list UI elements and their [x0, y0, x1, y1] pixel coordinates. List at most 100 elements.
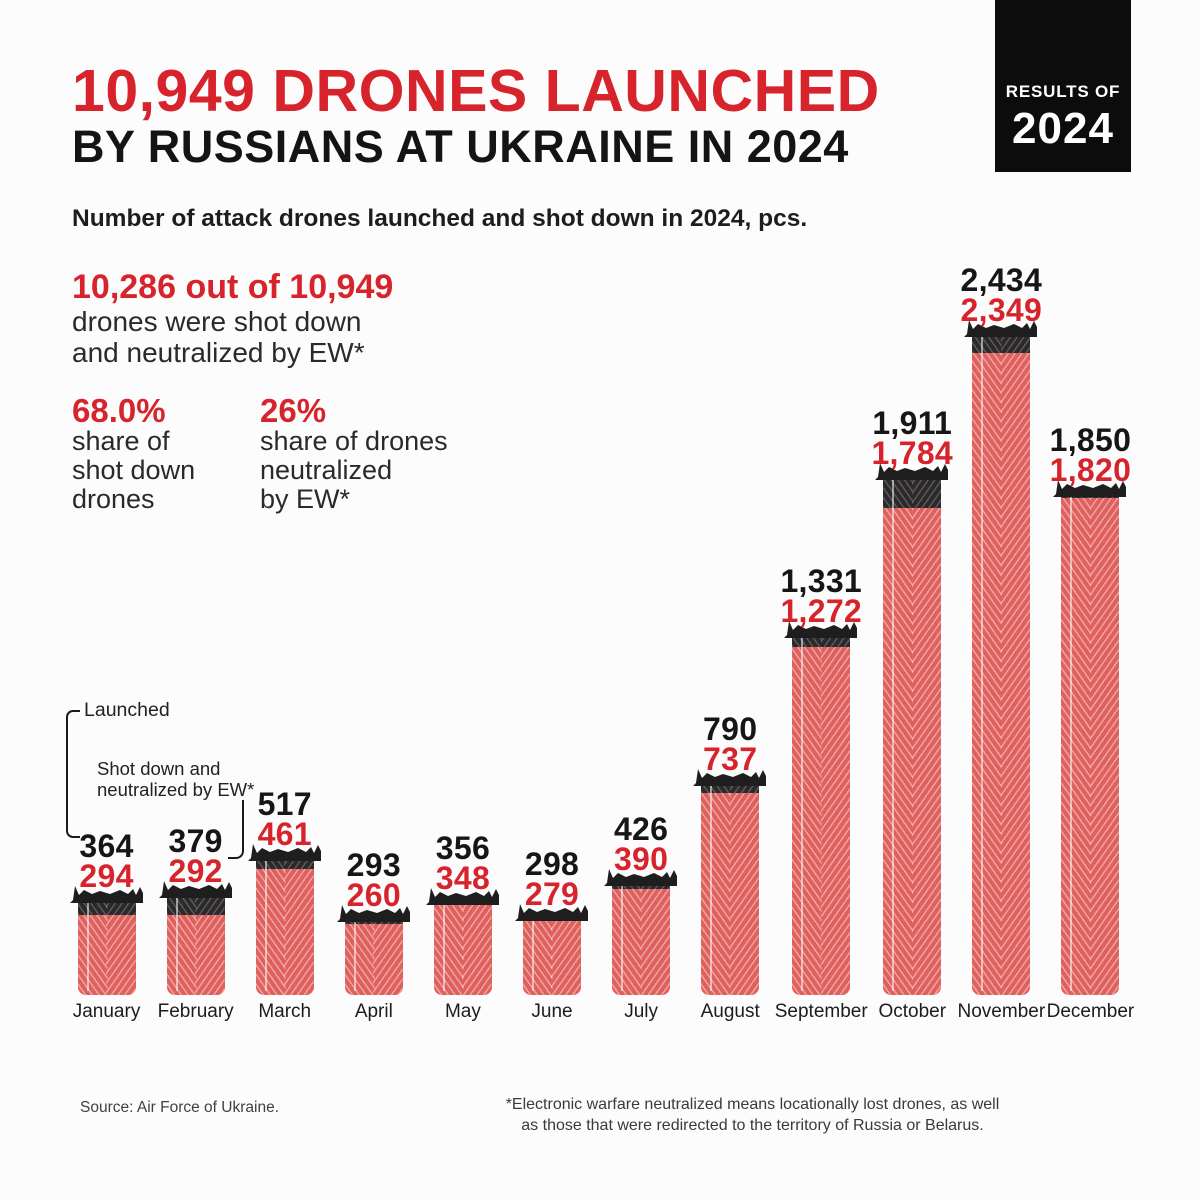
bar-cap-scribble-icon: [784, 621, 858, 638]
month-label: March: [258, 1001, 312, 1022]
results-badge-year: 2024: [1012, 104, 1114, 153]
bar-december: [1053, 480, 1127, 995]
value-shot-down: 294: [79, 858, 134, 894]
chart-subtitle: Number of attack drones launched and sho…: [72, 205, 808, 232]
footnote: *Electronic warfare neutralized means lo…: [450, 1094, 1055, 1136]
month-label: November: [957, 1001, 1046, 1022]
value-launched: 2,434: [960, 262, 1043, 298]
value-launched: 1,850: [1049, 422, 1132, 458]
bar-value-labels: 1,331 1,272: [780, 563, 863, 629]
value-launched: 1,331: [780, 563, 863, 599]
legend-shot-down-line1: Shot down and: [97, 758, 221, 779]
bar-group-september: 1,331 1,272 September: [775, 250, 868, 1029]
legend-shot-down-label: Shot down and neutralized by EW*: [97, 758, 255, 800]
bar-january: [69, 886, 143, 995]
bar-november: [964, 320, 1038, 995]
stat-description-line2: and neutralized by EW*: [72, 337, 365, 368]
bar-body: [1061, 490, 1120, 995]
bar-august: [693, 769, 767, 995]
bar-value-labels: 364 294: [79, 828, 134, 894]
value-shot-down: 737: [703, 741, 758, 777]
share-shot-down-line2: shot down: [72, 455, 196, 485]
bar-body: [255, 854, 314, 995]
legend-shot-down-line2: neutralized by EW*: [97, 778, 255, 800]
bar-group-january: 364 294 January: [62, 250, 151, 1029]
results-badge: RESULTS OF 2024: [995, 0, 1131, 172]
bar-value-labels: 790 737: [703, 713, 758, 777]
bar-cap-scribble-icon: [515, 904, 589, 921]
bar-group-april: 293 260 April: [329, 250, 418, 1029]
share-shot-down-line1: share of: [72, 426, 170, 456]
bar-body: [612, 879, 671, 995]
bar-group-august: 790 737 August: [686, 250, 775, 1029]
month-label: December: [1046, 1001, 1135, 1022]
bar-cap-scribble-icon: [964, 320, 1038, 337]
bar-september: [784, 621, 858, 995]
bar-value-labels: 2,434 2,349: [960, 262, 1043, 326]
bar-may: [425, 888, 499, 995]
value-launched: 356: [435, 830, 491, 866]
bar-value-labels: 1,850 1,820: [1049, 422, 1132, 488]
bar-body: [701, 779, 760, 995]
bar-segment-shot-down: [972, 353, 1031, 995]
month-label: January: [72, 1001, 141, 1022]
footnote-line1: *Electronic warfare neutralized means lo…: [505, 1096, 1000, 1113]
value-shot-down: 461: [257, 816, 312, 852]
bar-cap-scribble-icon: [336, 905, 410, 922]
bar-value-labels: 356 348: [435, 830, 491, 896]
bar-group-february: 379 292 February: [151, 250, 240, 1029]
bar-value-labels: 517 461: [257, 786, 312, 852]
bar-segment-shot-down: [883, 508, 942, 995]
value-launched: 517: [257, 786, 312, 822]
legend-launched-bracket: [66, 710, 80, 838]
bar-body: [77, 896, 136, 995]
month-label: May: [444, 1001, 481, 1022]
bar-group-june: 298 279 June: [507, 250, 596, 1029]
value-shot-down: 292: [168, 853, 223, 889]
bar-segment-shot-down: [77, 915, 136, 995]
bar-february: [158, 881, 232, 995]
value-launched: 364: [79, 828, 134, 864]
share-shot-down-value: 68.0%: [72, 392, 166, 429]
value-shot-down: 348: [435, 860, 491, 896]
bar-value-labels: 379 292: [168, 825, 223, 889]
month-label: April: [354, 1001, 393, 1022]
bar-segment-shot-down: [255, 869, 314, 995]
legend-shot-down-connector: [228, 800, 244, 859]
month-label: June: [531, 1001, 573, 1022]
stat-description-line1: drones were shot down: [72, 306, 362, 337]
bar-segment-shot-down: [523, 919, 582, 995]
footnote-line2: as those that were redirected to the ter…: [521, 1117, 984, 1134]
bar-body: [792, 631, 851, 995]
month-label: September: [774, 1001, 868, 1022]
month-label: July: [624, 1001, 658, 1022]
bar-group-march: 517 461 March: [240, 250, 329, 1029]
value-shot-down: 260: [346, 877, 401, 913]
value-shot-down: 390: [613, 841, 669, 877]
bar-segment-shot-down: [433, 900, 492, 995]
page-title-black: BY RUSSIANS AT UKRAINE IN 2024: [72, 121, 849, 172]
share-ew-line2: neutralized: [260, 455, 393, 485]
bar-segment-shot-down: [344, 924, 403, 995]
bar-body: [972, 330, 1031, 995]
source-text: Source: Air Force of Ukraine.: [80, 1099, 279, 1116]
bar-group-may: 356 348 May: [418, 250, 507, 1029]
bar-october: [875, 463, 949, 995]
bar-march: [247, 844, 321, 995]
stat-headline: 10,286 out of 10,949: [72, 268, 394, 306]
bar-value-labels: 293 260: [346, 847, 401, 913]
bar-cap-scribble-icon: [247, 844, 321, 861]
value-shot-down: 1,272: [780, 593, 863, 629]
bar-segment-shot-down: [166, 915, 225, 995]
bar-group-december: 1,850 1,820 December: [1046, 250, 1135, 1029]
bar-chart: 364 294 January 379 292 February 517 461 March 29…: [62, 250, 1135, 1029]
bar-cap-scribble-icon: [69, 886, 143, 903]
value-launched: 293: [346, 847, 401, 883]
bar-cap-scribble-icon: [1053, 480, 1127, 497]
bar-july: [604, 869, 678, 995]
page-title-red: 10,949 DRONES LAUNCHED: [72, 58, 880, 124]
value-launched: 298: [524, 846, 580, 882]
value-shot-down: 1,820: [1049, 452, 1132, 488]
bar-value-labels: 298 279: [524, 846, 580, 910]
